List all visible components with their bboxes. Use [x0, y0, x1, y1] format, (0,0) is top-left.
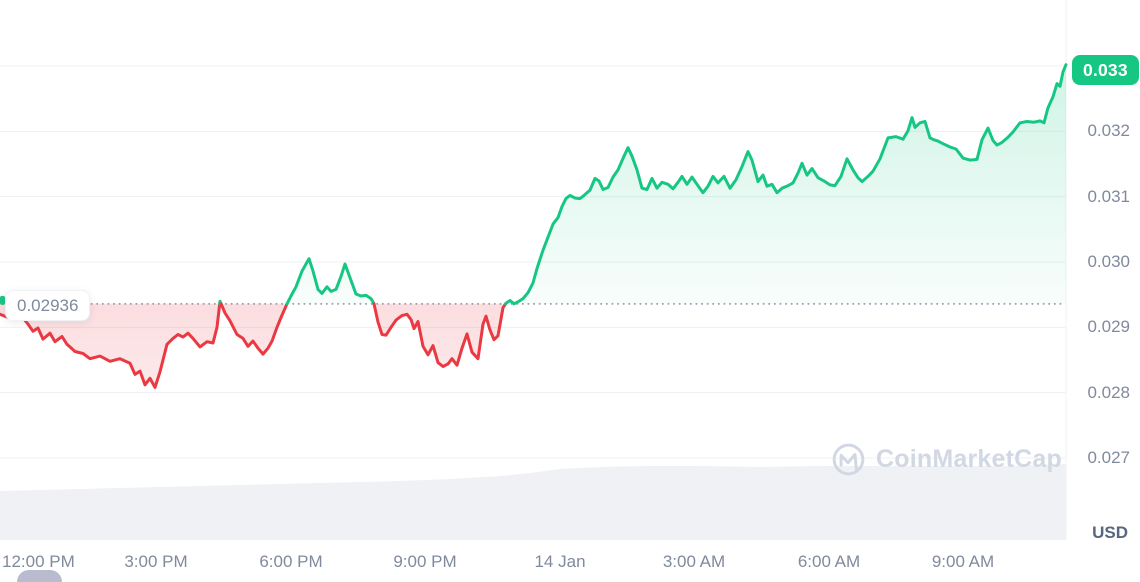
area-fill-down — [374, 303, 506, 367]
price-line-down — [372, 302, 508, 368]
x-axis-label: 6:00 AM — [797, 552, 861, 571]
x-axis-label: 3:00 AM — [662, 552, 726, 571]
y-axis-label: 0.029 — [1087, 317, 1130, 337]
x-axis-label: 9:00 PM — [393, 552, 457, 571]
coinmarketcap-logo-icon — [830, 441, 867, 478]
y-axis-label: 0.027 — [1087, 448, 1130, 467]
current-price-badge: 0.033 — [1072, 55, 1139, 85]
baseline-left-tick — [0, 295, 5, 305]
price-line-up — [285, 257, 376, 306]
area-fill-down — [0, 303, 220, 388]
x-axis-label: 3:00 PM — [124, 552, 188, 571]
x-axis-label: 12:00 PM — [2, 552, 75, 571]
partial-button[interactable] — [17, 570, 62, 582]
coinmarketcap-watermark: CoinMarketCap — [830, 441, 1062, 478]
price-line-down — [219, 302, 289, 356]
x-axis: 12:00 PM 3:00 PM 6:00 PM 9:00 PM 14 Jan 3:00 … — [0, 552, 1140, 576]
y-axis-label: 0.030 — [1087, 252, 1130, 271]
x-axis-label: 6:00 PM — [259, 552, 323, 571]
price-line-down — [0, 302, 222, 389]
x-axis-label: 9:00 AM — [931, 552, 995, 571]
y-axis-label: 0.031 — [1087, 186, 1130, 206]
area-fill-up — [505, 64, 1067, 304]
x-axis-label: 14 Jan — [534, 552, 586, 571]
price-line-up — [504, 63, 1068, 306]
volume-area — [0, 464, 1066, 540]
y-axis-unit-label: USD — [1092, 523, 1128, 542]
area-fill-up — [287, 258, 374, 304]
y-axis-label: 0.032 — [1087, 121, 1130, 141]
baseline-price-label: 0.02936 — [5, 290, 91, 321]
y-axis-label: 0.028 — [1087, 382, 1130, 402]
watermark-text: CoinMarketCap — [876, 445, 1062, 473]
